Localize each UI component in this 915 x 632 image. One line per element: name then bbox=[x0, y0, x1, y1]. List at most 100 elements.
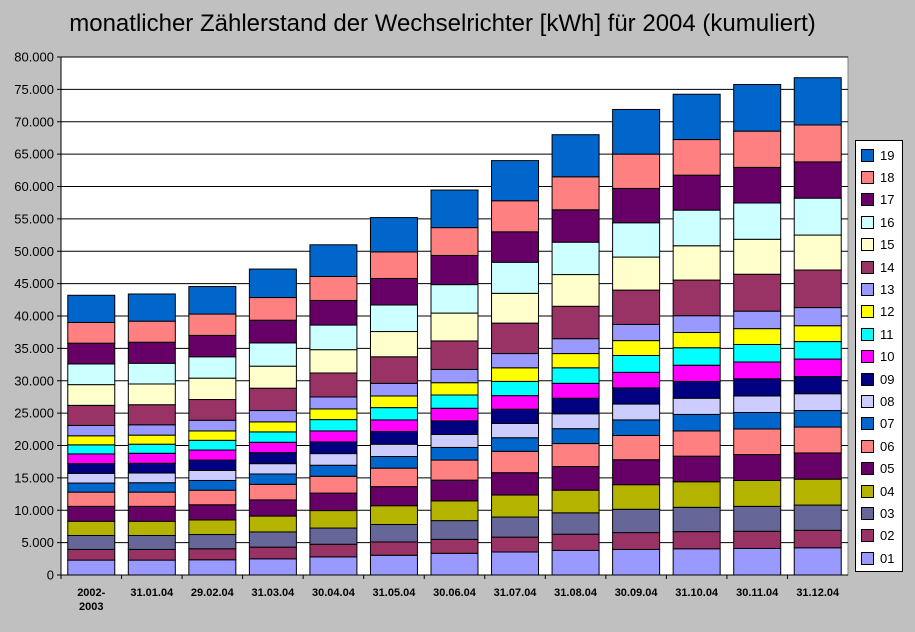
bar-segment bbox=[188, 419, 237, 432]
bar-segment bbox=[369, 554, 418, 576]
bar-segment bbox=[430, 340, 479, 370]
legend-item: 15 bbox=[861, 234, 902, 256]
bar-segment bbox=[369, 277, 418, 306]
y-tick-label: 40.000 bbox=[14, 309, 54, 324]
bar-segment bbox=[127, 535, 176, 550]
bar-segment bbox=[67, 424, 116, 437]
bar-segment bbox=[672, 332, 721, 349]
bar-segment bbox=[733, 411, 782, 430]
bar-segment bbox=[127, 434, 176, 445]
legend-item: 16 bbox=[861, 211, 902, 233]
bar-segment bbox=[67, 559, 116, 576]
bar-segment bbox=[369, 505, 418, 525]
bar-segment bbox=[793, 547, 842, 576]
bar-segment bbox=[793, 197, 842, 236]
bar-segment bbox=[188, 559, 237, 576]
bar-segment bbox=[672, 413, 721, 432]
bar-segment bbox=[248, 483, 297, 501]
bar-segment bbox=[733, 530, 782, 549]
bar-segment bbox=[430, 538, 479, 554]
bar-segment bbox=[248, 410, 297, 423]
bar-segment bbox=[430, 420, 479, 435]
legend-swatch bbox=[861, 484, 874, 498]
bar-segment bbox=[248, 421, 297, 433]
bar-segment bbox=[793, 504, 842, 531]
bar-segment bbox=[188, 356, 237, 379]
legend-item: 03 bbox=[861, 502, 902, 524]
bar-segment bbox=[491, 200, 540, 233]
bar-segment bbox=[672, 455, 721, 483]
bar-segment bbox=[188, 399, 237, 421]
bar-segment bbox=[430, 433, 479, 448]
bar-segment bbox=[491, 380, 540, 397]
y-tick-label: 55.000 bbox=[14, 211, 54, 226]
bar-segment bbox=[430, 368, 479, 384]
bar-segment bbox=[672, 279, 721, 317]
bar-segment bbox=[672, 506, 721, 533]
bar-segment bbox=[127, 462, 176, 474]
bar-segment bbox=[188, 479, 237, 491]
legend-item: 12 bbox=[861, 301, 902, 323]
y-tick-label: 75.000 bbox=[14, 82, 54, 97]
bar-segment bbox=[491, 536, 540, 553]
bar-segment bbox=[491, 494, 540, 518]
legend-label: 18 bbox=[880, 170, 895, 186]
bar-segment bbox=[67, 342, 116, 365]
bar-segment bbox=[309, 276, 358, 301]
y-tick-label: 80.000 bbox=[14, 50, 54, 65]
x-tick-label: 2002- bbox=[77, 587, 105, 599]
bar-segment bbox=[369, 356, 418, 384]
bar-segment bbox=[127, 404, 176, 426]
bar-segment bbox=[67, 505, 116, 522]
bar-segment bbox=[127, 443, 176, 454]
bar-segment bbox=[491, 292, 540, 324]
legend-item: 11 bbox=[861, 323, 902, 345]
legend-label: 08 bbox=[880, 393, 895, 409]
x-tick-label: 31.08.04 bbox=[554, 587, 598, 599]
bar-segment bbox=[491, 261, 540, 294]
bar-segment bbox=[369, 467, 418, 488]
x-tick-label: 31.10.04 bbox=[675, 587, 719, 599]
bar-segment bbox=[369, 217, 418, 253]
legend-item: 17 bbox=[861, 189, 902, 211]
bar-segment bbox=[551, 176, 600, 211]
bar-segment bbox=[67, 404, 116, 426]
chart-title: monatlicher Zählerstand der Wechselricht… bbox=[69, 10, 816, 37]
bar-segment bbox=[127, 472, 176, 484]
bar-segment bbox=[369, 419, 418, 433]
legend-swatch bbox=[861, 283, 874, 297]
bar-segment bbox=[248, 431, 297, 443]
bar-segment bbox=[793, 529, 842, 549]
legend-label: 05 bbox=[880, 461, 895, 477]
bar-segment bbox=[793, 161, 842, 199]
bar-segment bbox=[369, 541, 418, 556]
bar-segment bbox=[672, 397, 721, 415]
bar-segment bbox=[551, 209, 600, 243]
bar-segment bbox=[793, 325, 842, 343]
x-tick-label: 30.04.04 bbox=[312, 587, 356, 599]
y-tick-label: 60.000 bbox=[14, 179, 54, 194]
bar-segment bbox=[672, 531, 721, 550]
bar-segment bbox=[248, 499, 297, 517]
bar-segment bbox=[67, 520, 116, 537]
x-tick-label: 30.06.04 bbox=[433, 587, 477, 599]
bar-segment bbox=[672, 209, 721, 247]
legend: 19 18 17 16 15 14 13 12 11 10 09 08 07 06 05 04 03 02 01 bbox=[855, 140, 903, 572]
y-tick-label: 20.000 bbox=[14, 438, 54, 453]
legend-swatch bbox=[861, 529, 874, 543]
legend-label: 11 bbox=[880, 326, 894, 342]
bar-segment bbox=[672, 174, 721, 211]
legend-item: 04 bbox=[861, 480, 902, 502]
bar-segment bbox=[309, 543, 358, 558]
bar-segment bbox=[369, 486, 418, 507]
bar-segment bbox=[248, 342, 297, 367]
bar-segment bbox=[612, 222, 661, 258]
bar-segment bbox=[793, 307, 842, 327]
legend-label: 17 bbox=[880, 192, 895, 208]
bar-segment bbox=[67, 384, 116, 406]
bar-segment bbox=[309, 324, 358, 351]
bar-segment bbox=[793, 341, 842, 360]
bar-segment bbox=[551, 305, 600, 340]
legend-swatch bbox=[861, 551, 874, 565]
